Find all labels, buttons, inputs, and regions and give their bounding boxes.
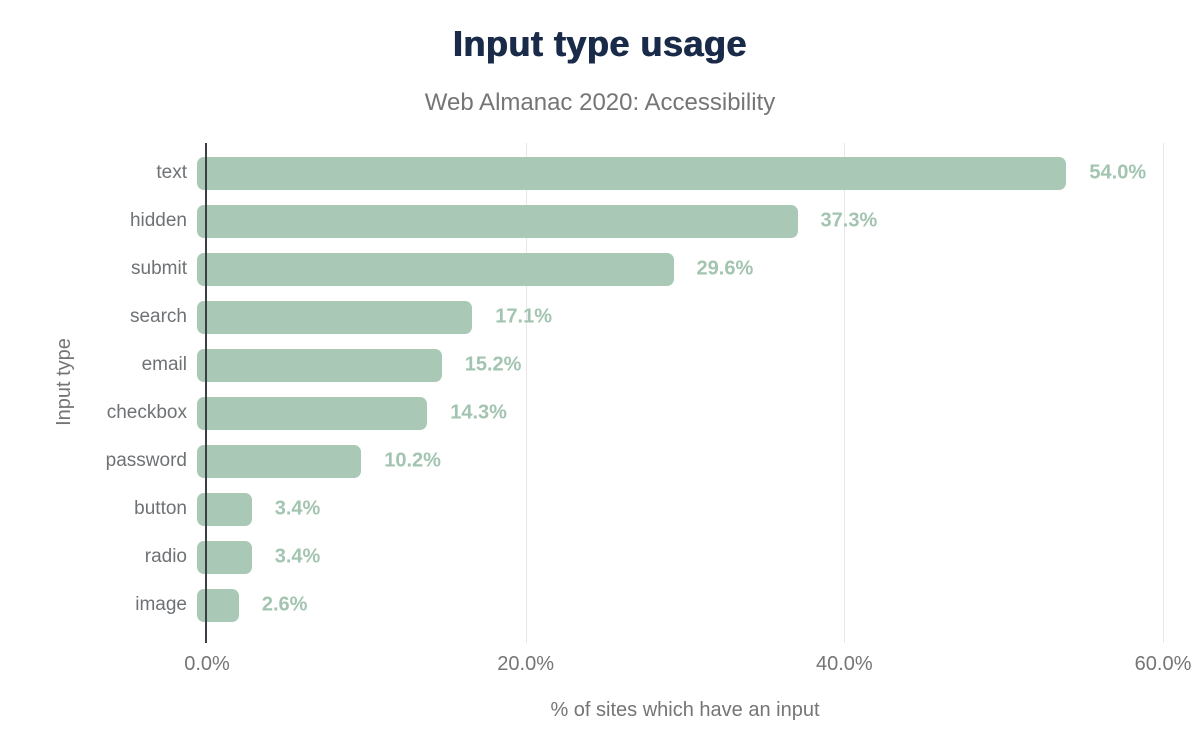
bar	[197, 156, 1067, 190]
bar	[197, 444, 362, 478]
y-axis-line	[205, 143, 207, 643]
bar-track: 10.2%	[197, 444, 1163, 478]
category-label: submit	[131, 258, 187, 279]
bar	[197, 204, 798, 238]
value-label: 37.3%	[820, 209, 878, 232]
bar-track: 37.3%	[197, 204, 1163, 238]
bar-row: search 17.1%	[45, 293, 1163, 341]
bar-track: 14.3%	[197, 396, 1163, 430]
bar-row: password 10.2%	[45, 437, 1163, 485]
category-label: hidden	[129, 210, 187, 231]
bar-row: text 54.0%	[45, 149, 1163, 197]
bar-row: email 15.2%	[45, 341, 1163, 389]
bar	[197, 588, 239, 622]
bar	[197, 348, 442, 382]
category-label: text	[156, 162, 187, 183]
bar-row: submit 29.6%	[45, 245, 1163, 293]
value-label: 15.2%	[464, 353, 522, 376]
category-label: image	[135, 594, 187, 615]
bar	[197, 252, 674, 286]
gridline	[844, 143, 846, 643]
x-tick-label: 20.0%	[497, 653, 555, 675]
bar-row: button 3.4%	[45, 485, 1163, 533]
bar-track: 15.2%	[197, 348, 1163, 382]
bar-row: image 2.6%	[45, 581, 1163, 629]
value-label: 29.6%	[696, 257, 754, 280]
value-label: 2.6%	[261, 593, 308, 616]
bar	[197, 300, 473, 334]
category-label: radio	[144, 546, 187, 567]
category-label: button	[134, 498, 187, 519]
x-tick-label: 0.0%	[184, 653, 230, 675]
value-label: 54.0%	[1089, 161, 1147, 184]
bar-track: 2.6%	[197, 588, 1163, 622]
x-axis-ticks: 0.0% 20.0% 40.0% 60.0%	[184, 653, 1191, 679]
value-label: 3.4%	[274, 497, 321, 520]
category-label: checkbox	[106, 402, 187, 423]
gridline	[1163, 143, 1164, 643]
gridline	[525, 143, 527, 643]
value-label: 14.3%	[450, 401, 507, 424]
category-label: email	[141, 354, 187, 375]
category-label: password	[105, 450, 187, 471]
plot-area	[207, 143, 1164, 643]
category-label: search	[129, 306, 187, 327]
x-axis-title: % of sites which have an input	[550, 699, 820, 721]
bar-track: 29.6%	[197, 252, 1163, 286]
bar-track: 17.1%	[197, 300, 1163, 334]
bar-row: checkbox 14.3%	[45, 389, 1163, 437]
value-label: 3.4%	[274, 545, 321, 568]
x-tick-label: 40.0%	[815, 653, 873, 675]
value-label: 10.2%	[384, 449, 441, 472]
bar-row: hidden 37.3%	[45, 197, 1163, 245]
bar-track: 54.0%	[197, 156, 1163, 190]
chart-title: Input type usage	[452, 23, 748, 64]
bar-rows: text 54.0% hidden 37.3% submit 29.6% search 17.…	[45, 149, 1163, 629]
bar-track: 3.4%	[197, 492, 1163, 526]
bar-row: radio 3.4%	[45, 533, 1163, 581]
x-tick-label: 60.0%	[1134, 653, 1192, 675]
chart-subtitle: Web Almanac 2020: Accessibility	[424, 89, 776, 116]
bar	[197, 396, 428, 430]
bar-track: 3.4%	[197, 540, 1163, 574]
value-label: 17.1%	[495, 305, 553, 328]
